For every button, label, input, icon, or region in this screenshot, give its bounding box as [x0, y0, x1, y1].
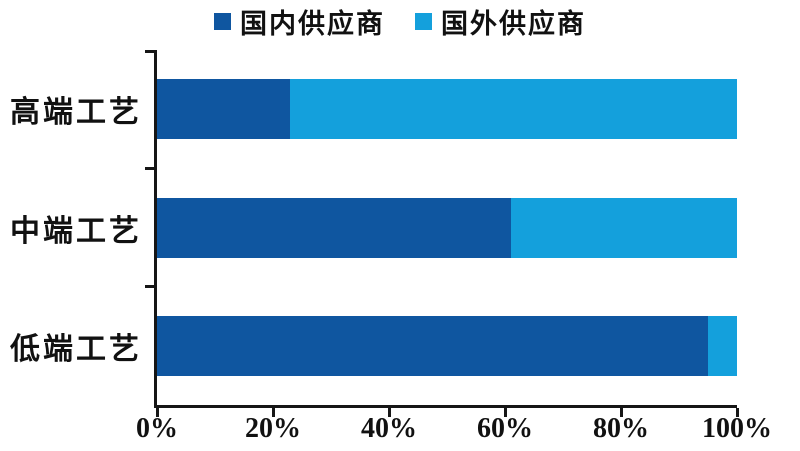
legend-swatch-foreign-icon [415, 12, 432, 30]
x-axis-tick [387, 408, 391, 417]
x-axis-tick-label: 60% [477, 413, 533, 444]
y-axis-tick [145, 285, 154, 289]
x-axis-labels: 0% 20% 40% 60% 80% 100% [136, 413, 772, 447]
x-axis-tick [155, 408, 159, 417]
y-axis-label: 高端工艺 [10, 96, 142, 130]
x-axis-tick-label: 40% [361, 413, 417, 444]
bar-segment [290, 79, 737, 140]
legend-item-domestic: 国内供应商 [214, 2, 385, 41]
x-axis-tick [735, 408, 739, 417]
y-axis-tick [145, 166, 154, 170]
bar-segment [157, 79, 291, 140]
x-axis-tick-label: 80% [593, 413, 649, 444]
bar-segment [708, 315, 737, 376]
plot-area [145, 50, 739, 417]
y-axis-label: 中端工艺 [10, 214, 142, 248]
bar-segment [510, 197, 737, 258]
bar-segment [157, 197, 511, 258]
legend-swatch-domestic-icon [214, 12, 231, 30]
legend-label-foreign: 国外供应商 [441, 8, 586, 39]
y-axis-tick [145, 50, 154, 53]
y-axis-labels: 高端工艺中端工艺低端工艺 [0, 50, 142, 405]
y-axis-label: 低端工艺 [10, 332, 142, 366]
x-axis-tick [619, 408, 623, 417]
bar-row-1 [157, 197, 737, 258]
bar-segment [157, 315, 708, 376]
legend: 国内供应商 国外供应商 [0, 2, 800, 41]
legend-label-domestic: 国内供应商 [240, 8, 385, 39]
x-axis-tick [271, 408, 275, 417]
bar-row-2 [157, 315, 737, 376]
x-axis-tick-label: 0% [136, 413, 178, 444]
bar-row-0 [157, 79, 737, 140]
x-axis-tick-label: 100% [702, 413, 772, 444]
legend-item-foreign: 国外供应商 [415, 2, 586, 41]
x-axis-tick-label: 20% [245, 413, 301, 444]
x-axis-tick [503, 408, 507, 417]
